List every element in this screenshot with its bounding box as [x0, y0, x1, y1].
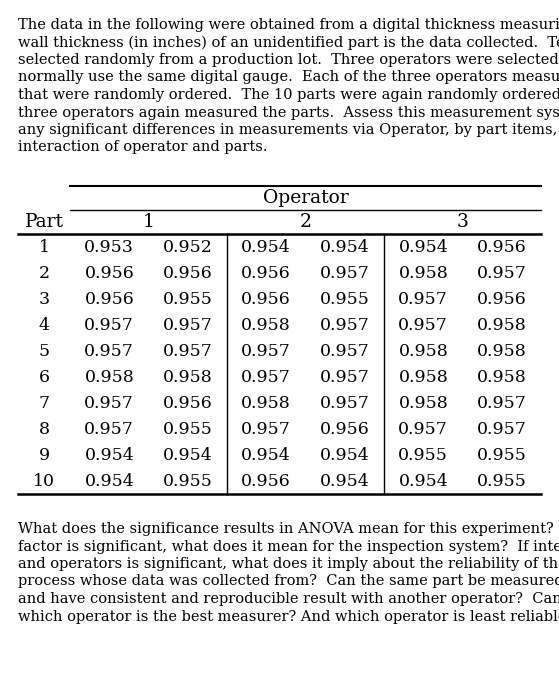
Text: 0.957: 0.957: [163, 316, 212, 333]
Text: 0.958: 0.958: [477, 342, 527, 360]
Text: 0.957: 0.957: [399, 421, 448, 438]
Text: 0.957: 0.957: [320, 342, 369, 360]
Text: 0.958: 0.958: [241, 316, 291, 333]
Text: 0.956: 0.956: [163, 265, 212, 281]
Text: 4: 4: [39, 316, 50, 333]
Text: that were randomly ordered.  The 10 parts were again randomly ordered and each o: that were randomly ordered. The 10 parts…: [18, 88, 559, 102]
Text: 0.957: 0.957: [84, 316, 134, 333]
Text: 3: 3: [457, 213, 468, 231]
Text: 0.953: 0.953: [84, 239, 134, 256]
Text: 0.957: 0.957: [477, 395, 527, 412]
Text: 0.955: 0.955: [399, 447, 448, 463]
Text: 0.957: 0.957: [320, 395, 369, 412]
Text: which operator is the best measurer? And which operator is least reliable?: which operator is the best measurer? And…: [18, 610, 559, 624]
Text: 8: 8: [39, 421, 50, 438]
Text: 0.957: 0.957: [241, 368, 291, 386]
Text: 6: 6: [39, 368, 50, 386]
Text: 0.954: 0.954: [241, 447, 291, 463]
Text: 0.957: 0.957: [84, 395, 134, 412]
Text: 0.957: 0.957: [84, 342, 134, 360]
Text: 0.955: 0.955: [477, 473, 527, 489]
Text: 2: 2: [39, 265, 50, 281]
Text: 0.957: 0.957: [320, 316, 369, 333]
Text: 0.954: 0.954: [163, 447, 212, 463]
Text: 0.952: 0.952: [163, 239, 212, 256]
Text: 0.957: 0.957: [84, 421, 134, 438]
Text: 0.958: 0.958: [399, 265, 448, 281]
Text: 1: 1: [143, 213, 154, 231]
Text: 0.956: 0.956: [84, 290, 134, 307]
Text: Part: Part: [25, 213, 64, 231]
Text: 0.954: 0.954: [84, 473, 134, 489]
Text: 9: 9: [39, 447, 50, 463]
Text: 0.957: 0.957: [477, 421, 527, 438]
Text: 0.954: 0.954: [320, 447, 369, 463]
Text: and have consistent and reproducible result with another operator?  Can you iden: and have consistent and reproducible res…: [18, 592, 559, 606]
Text: 0.957: 0.957: [477, 265, 527, 281]
Text: 10: 10: [33, 473, 55, 489]
Text: process whose data was collected from?  Can the same part be measured by one ope: process whose data was collected from? C…: [18, 575, 559, 589]
Text: selected randomly from a production lot.  Three operators were selected from tho: selected randomly from a production lot.…: [18, 53, 559, 67]
Text: 0.958: 0.958: [477, 368, 527, 386]
Text: 0.955: 0.955: [320, 290, 369, 307]
Text: 0.956: 0.956: [84, 265, 134, 281]
Text: 1: 1: [39, 239, 50, 256]
Text: What does the significance results in ANOVA mean for this experiment?   If opera: What does the significance results in AN…: [18, 522, 559, 536]
Text: The data in the following were obtained from a digital thickness measuring gauge: The data in the following were obtained …: [18, 18, 559, 32]
Text: 3: 3: [39, 290, 50, 307]
Text: 0.954: 0.954: [320, 239, 369, 256]
Text: 0.956: 0.956: [320, 421, 369, 438]
Text: wall thickness (in inches) of an unidentified part is the data collected.  Ten p: wall thickness (in inches) of an unident…: [18, 36, 559, 50]
Text: 0.958: 0.958: [399, 342, 448, 360]
Text: interaction of operator and parts.: interaction of operator and parts.: [18, 141, 268, 155]
Text: 7: 7: [39, 395, 50, 412]
Text: 0.958: 0.958: [241, 395, 291, 412]
Text: 0.958: 0.958: [163, 368, 212, 386]
Text: 0.958: 0.958: [399, 395, 448, 412]
Text: 0.958: 0.958: [84, 368, 134, 386]
Text: 2: 2: [300, 213, 311, 231]
Text: 0.957: 0.957: [399, 290, 448, 307]
Text: 0.954: 0.954: [399, 473, 448, 489]
Text: 0.957: 0.957: [320, 265, 369, 281]
Text: 5: 5: [39, 342, 50, 360]
Text: three operators again measured the parts.  Assess this measurement system by ass: three operators again measured the parts…: [18, 106, 559, 120]
Text: and operators is significant, what does it imply about the reliability of the in: and operators is significant, what does …: [18, 557, 559, 571]
Text: 0.958: 0.958: [399, 368, 448, 386]
Text: 0.956: 0.956: [241, 473, 291, 489]
Text: 0.957: 0.957: [399, 316, 448, 333]
Text: 0.955: 0.955: [163, 473, 212, 489]
Text: 0.955: 0.955: [163, 421, 212, 438]
Text: Operator: Operator: [263, 189, 348, 207]
Text: 0.955: 0.955: [477, 447, 527, 463]
Text: 0.957: 0.957: [320, 368, 369, 386]
Text: 0.956: 0.956: [241, 290, 291, 307]
Text: factor is significant, what does it mean for the inspection system?  If interact: factor is significant, what does it mean…: [18, 540, 559, 554]
Text: 0.957: 0.957: [163, 342, 212, 360]
Text: any significant differences in measurements via Operator, by part items, and the: any significant differences in measureme…: [18, 123, 559, 137]
Text: 0.956: 0.956: [477, 239, 527, 256]
Text: 0.958: 0.958: [477, 316, 527, 333]
Text: 0.956: 0.956: [241, 265, 291, 281]
Text: 0.954: 0.954: [241, 239, 291, 256]
Text: 0.955: 0.955: [163, 290, 212, 307]
Text: 0.954: 0.954: [399, 239, 448, 256]
Text: 0.954: 0.954: [84, 447, 134, 463]
Text: 0.956: 0.956: [163, 395, 212, 412]
Text: normally use the same digital gauge.  Each of the three operators measured the 1: normally use the same digital gauge. Eac…: [18, 71, 559, 85]
Text: 0.956: 0.956: [477, 290, 527, 307]
Text: 0.957: 0.957: [241, 421, 291, 438]
Text: 0.954: 0.954: [320, 473, 369, 489]
Text: 0.957: 0.957: [241, 342, 291, 360]
